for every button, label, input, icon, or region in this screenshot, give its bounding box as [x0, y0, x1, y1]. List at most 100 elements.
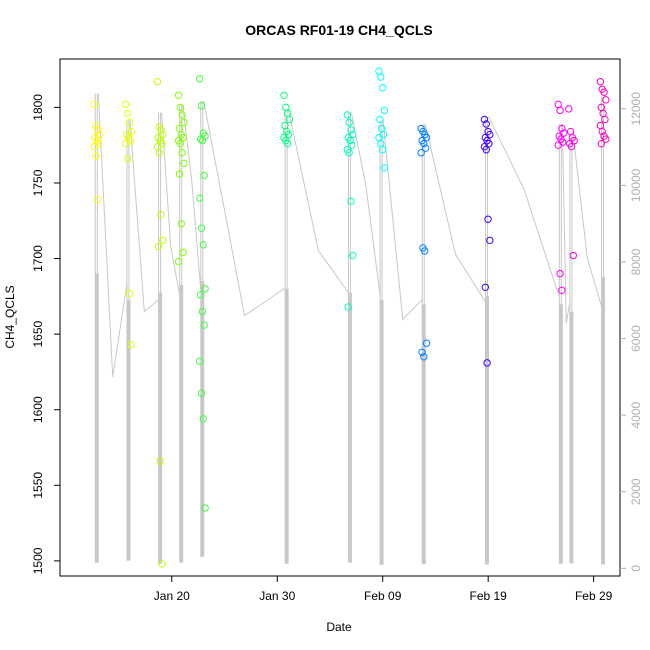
data-point — [347, 126, 355, 134]
data-point — [566, 127, 575, 136]
data-point — [349, 251, 357, 260]
data-point — [196, 291, 205, 299]
y-tick-label: 1700 — [31, 245, 45, 272]
y2-tick-label: 10000 — [629, 168, 643, 202]
data-point — [282, 103, 290, 112]
data-point-layer — [90, 67, 610, 568]
data-point — [197, 102, 206, 110]
data-point — [346, 136, 354, 145]
y-tick-label: 1650 — [31, 320, 45, 347]
altitude-trace-layer — [94, 93, 606, 565]
altitude-trace — [94, 93, 606, 565]
flight-series-rf03 — [153, 77, 167, 568]
x-tick-label: Feb 19 — [469, 589, 507, 603]
y2-tick-label: 12000 — [629, 92, 643, 126]
data-point — [180, 159, 188, 168]
data-point — [176, 103, 185, 112]
data-point — [178, 111, 186, 119]
data-point — [420, 139, 428, 148]
y-axis-label: CH4_QCLS — [3, 285, 17, 348]
data-point — [482, 146, 490, 154]
data-point — [159, 236, 167, 245]
data-point — [280, 91, 288, 99]
y2-tick-label: 2000 — [629, 478, 643, 505]
data-point — [175, 170, 184, 178]
data-point — [201, 504, 209, 512]
data-point — [421, 144, 430, 152]
data-point — [567, 142, 576, 151]
data-point — [199, 241, 207, 249]
data-point — [200, 321, 208, 329]
data-point — [123, 109, 132, 118]
data-point — [153, 77, 162, 86]
data-point — [345, 118, 353, 127]
data-point — [482, 120, 490, 128]
flight-series-rf08 — [375, 67, 389, 172]
data-point — [157, 126, 165, 134]
data-point — [197, 224, 206, 233]
data-point — [596, 121, 605, 130]
data-point — [285, 115, 294, 124]
x-tick-label: Jan 20 — [154, 589, 190, 603]
data-point — [375, 67, 383, 75]
data-point — [90, 142, 98, 151]
flight-series-rf10 — [480, 115, 494, 367]
data-point — [197, 389, 206, 397]
data-point — [153, 142, 162, 151]
data-point — [558, 286, 566, 294]
y-tick-label: 1500 — [31, 547, 45, 574]
y2-tick-label: 8000 — [629, 248, 643, 275]
data-point — [123, 155, 132, 163]
data-point — [92, 152, 100, 160]
data-point — [569, 251, 577, 260]
data-point — [556, 269, 564, 278]
y-tick-label: 1550 — [31, 472, 45, 499]
data-point — [422, 339, 431, 347]
data-point — [122, 100, 130, 109]
flight-series-rf02 — [122, 100, 135, 349]
data-point — [480, 115, 489, 124]
y-tick-label: 1600 — [31, 396, 45, 423]
flight-series-rf07 — [343, 111, 357, 311]
flight-series-rf05 — [195, 74, 209, 512]
data-point — [380, 106, 389, 115]
data-point — [179, 248, 187, 257]
data-point — [379, 130, 388, 139]
data-point — [597, 139, 606, 148]
data-point — [377, 73, 385, 81]
data-point — [201, 285, 209, 293]
data-point — [125, 118, 134, 127]
y-tick-label: 1800 — [31, 94, 45, 121]
data-point — [344, 303, 352, 311]
y2-tick-label: 4000 — [629, 401, 643, 428]
y2-tick-label: 0 — [629, 565, 643, 572]
y-tick-label: 1750 — [31, 169, 45, 196]
data-point — [598, 127, 606, 136]
data-point — [174, 91, 183, 99]
data-point — [200, 171, 208, 180]
flight-series-rf06 — [280, 91, 294, 148]
data-point — [94, 126, 102, 134]
data-point — [417, 149, 425, 157]
data-point — [195, 194, 204, 202]
flight-series-rf13 — [596, 77, 610, 148]
data-point — [180, 118, 188, 127]
data-point — [484, 215, 492, 223]
data-point — [178, 149, 186, 157]
axis-layer: Jan 20 Jan 30 Feb 09 Feb 19 Feb 29 1500 1550 16… — [31, 92, 643, 603]
data-point — [596, 77, 605, 86]
data-point — [92, 121, 100, 130]
data-point — [198, 307, 207, 316]
data-point — [199, 415, 207, 423]
data-point — [483, 359, 491, 367]
data-point — [378, 84, 387, 92]
data-point — [421, 247, 429, 255]
data-point — [283, 139, 292, 148]
data-point — [554, 100, 562, 109]
data-point — [157, 211, 165, 219]
data-point — [198, 136, 207, 145]
data-point — [347, 197, 355, 205]
data-point — [602, 96, 610, 104]
